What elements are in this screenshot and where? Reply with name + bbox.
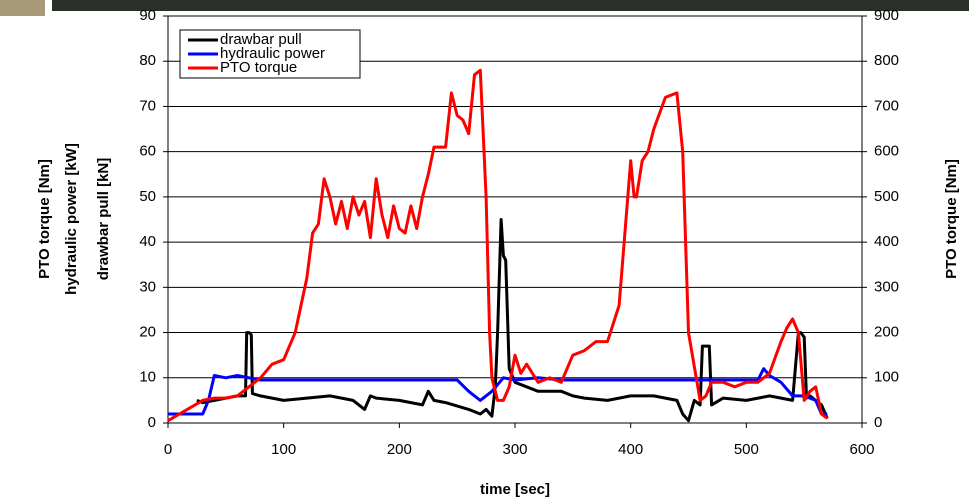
y-tick-label: 60 bbox=[139, 143, 156, 160]
y2-tick-label: 400 bbox=[874, 233, 899, 250]
x-tick-label: 500 bbox=[734, 441, 759, 458]
y-axis-label: hydraulic power [kW] bbox=[63, 143, 80, 295]
y-tick-label: 90 bbox=[139, 7, 156, 24]
y-tick-label: 70 bbox=[139, 97, 156, 114]
y-tick-label: 10 bbox=[139, 369, 156, 386]
x-tick-label: 600 bbox=[849, 441, 874, 458]
y2-tick-label: 0 bbox=[874, 414, 882, 431]
y2-tick-label: 700 bbox=[874, 97, 899, 114]
y-tick-label: 0 bbox=[148, 414, 156, 431]
y-tick-label: 50 bbox=[139, 188, 156, 205]
y2-tick-label: 300 bbox=[874, 278, 899, 295]
x-axis-label: time [sec] bbox=[480, 481, 550, 498]
photo-strip bbox=[0, 0, 45, 16]
y-axis-label: drawbar pull [kN] bbox=[95, 158, 112, 281]
y-axis-label: PTO torque [Nm] bbox=[36, 159, 53, 279]
y-tick-label: 80 bbox=[139, 52, 156, 69]
x-tick-label: 0 bbox=[164, 441, 172, 458]
series-line bbox=[168, 367, 828, 416]
y2-tick-label: 100 bbox=[874, 369, 899, 386]
series-line bbox=[167, 68, 829, 422]
y2-tick-label: 800 bbox=[874, 52, 899, 69]
y-tick-label: 20 bbox=[139, 324, 156, 341]
y2-axis-label: PTO torque [Nm] bbox=[943, 159, 960, 279]
series-line bbox=[196, 218, 829, 423]
y2-tick-label: 500 bbox=[874, 188, 899, 205]
x-tick-label: 300 bbox=[502, 441, 527, 458]
photo-strip bbox=[52, 0, 969, 11]
legend-label: hydraulic power bbox=[220, 45, 325, 62]
legend-label: PTO torque bbox=[220, 59, 297, 76]
x-tick-label: 100 bbox=[271, 441, 296, 458]
x-tick-label: 400 bbox=[618, 441, 643, 458]
x-tick-label: 200 bbox=[387, 441, 412, 458]
legend-label: drawbar pull bbox=[220, 31, 302, 48]
y2-tick-label: 900 bbox=[874, 7, 899, 24]
y2-tick-label: 600 bbox=[874, 143, 899, 160]
y-tick-label: 40 bbox=[139, 233, 156, 250]
y2-tick-label: 200 bbox=[874, 324, 899, 341]
y-tick-label: 30 bbox=[139, 278, 156, 295]
